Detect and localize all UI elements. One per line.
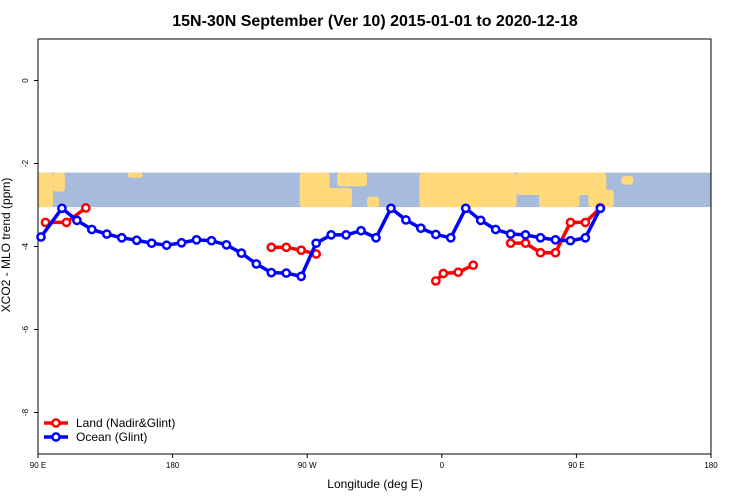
data-point (535, 232, 546, 243)
data-point (266, 267, 277, 278)
data-point (505, 229, 516, 239)
data-point (281, 268, 292, 278)
data-point (520, 238, 531, 249)
x-tick-label: 0 (440, 461, 445, 470)
data-point (146, 238, 157, 249)
data-point (236, 248, 247, 258)
data-point (430, 276, 441, 286)
y-tick-label: -2 (21, 159, 30, 167)
data-point (341, 230, 351, 240)
data-point (401, 215, 411, 225)
map-land-5 (337, 172, 368, 187)
data-point (281, 242, 292, 253)
data-point (40, 217, 51, 228)
map-land-7 (419, 172, 517, 208)
legend-marker-1 (51, 432, 61, 442)
chart-title: 15N-30N September (Ver 10) 2015-01-01 to… (172, 13, 578, 30)
data-point (445, 232, 456, 243)
x-tick-label: 90 E (30, 461, 46, 470)
data-point (475, 215, 486, 226)
data-point (61, 217, 72, 228)
series-line-0-2 (434, 263, 474, 283)
data-point (81, 203, 91, 213)
data-point (221, 239, 232, 250)
data-point (206, 235, 217, 246)
map-land-11 (588, 189, 614, 208)
data-point (86, 224, 97, 235)
data-point (535, 247, 546, 258)
data-point (36, 232, 46, 242)
data-point (371, 232, 381, 243)
data-point (416, 223, 426, 234)
legend-label-0: Land (Nadir&Glint) (76, 416, 175, 430)
data-point (296, 245, 307, 256)
data-point (520, 230, 531, 240)
data-point (311, 238, 322, 249)
data-point (296, 271, 307, 282)
plot-area: 90 E 180 90 W 0 90 E 180 0 -2 -4 -6 -8 Land (Nadir&… (21, 38, 718, 470)
data-point (453, 267, 464, 278)
legend-marker-0 (51, 418, 61, 428)
data-point (468, 260, 479, 271)
y-tick-label: -4 (21, 242, 30, 250)
data-point (580, 217, 591, 228)
data-point (595, 203, 606, 214)
data-point (550, 235, 561, 245)
y-tick-label: -6 (21, 325, 30, 333)
data-point (490, 224, 501, 235)
data-point (460, 203, 471, 214)
x-tick-label: 180 (704, 461, 718, 470)
map-land-0 (38, 172, 53, 208)
data-point (101, 229, 112, 239)
map-land-8 (435, 189, 460, 208)
data-point (430, 229, 441, 240)
x-tick-label: 180 (166, 461, 180, 470)
series-line-0-1 (271, 245, 317, 256)
map-land-1 (52, 172, 65, 192)
data-point (266, 242, 277, 253)
y-tick-label: -8 (21, 408, 30, 416)
data-point (251, 259, 262, 269)
x-axis-label: Longitude (deg E) (327, 477, 422, 491)
x-tick-label: 90 W (298, 461, 317, 470)
map-land-9 (516, 172, 607, 196)
data-point (356, 225, 366, 236)
data-point (191, 235, 202, 245)
y-tick-label: 0 (21, 78, 30, 83)
data-point (565, 217, 576, 228)
data-point (505, 238, 516, 249)
y-axis-label: XCO2 - MLO trend (ppm) (0, 178, 13, 313)
data-point (580, 232, 591, 243)
map-land-3 (299, 172, 330, 208)
map-land-10 (539, 191, 580, 208)
map-land-12 (621, 176, 634, 185)
data-point (386, 203, 396, 214)
data-point (438, 268, 449, 279)
map-land-6 (367, 196, 379, 208)
data-point (550, 247, 561, 258)
data-point (116, 232, 127, 243)
data-point (131, 235, 142, 246)
data-point (72, 215, 82, 226)
map-land-2 (127, 172, 143, 178)
legend-label-1: Ocean (Glint) (76, 430, 147, 444)
data-point (565, 235, 576, 246)
plot-frame (37, 38, 712, 455)
map-land-4 (325, 188, 353, 208)
data-point (326, 230, 336, 240)
data-point (176, 237, 187, 248)
data-point (161, 240, 172, 251)
x-tick-label: 90 E (568, 461, 584, 470)
data-point (57, 203, 67, 214)
